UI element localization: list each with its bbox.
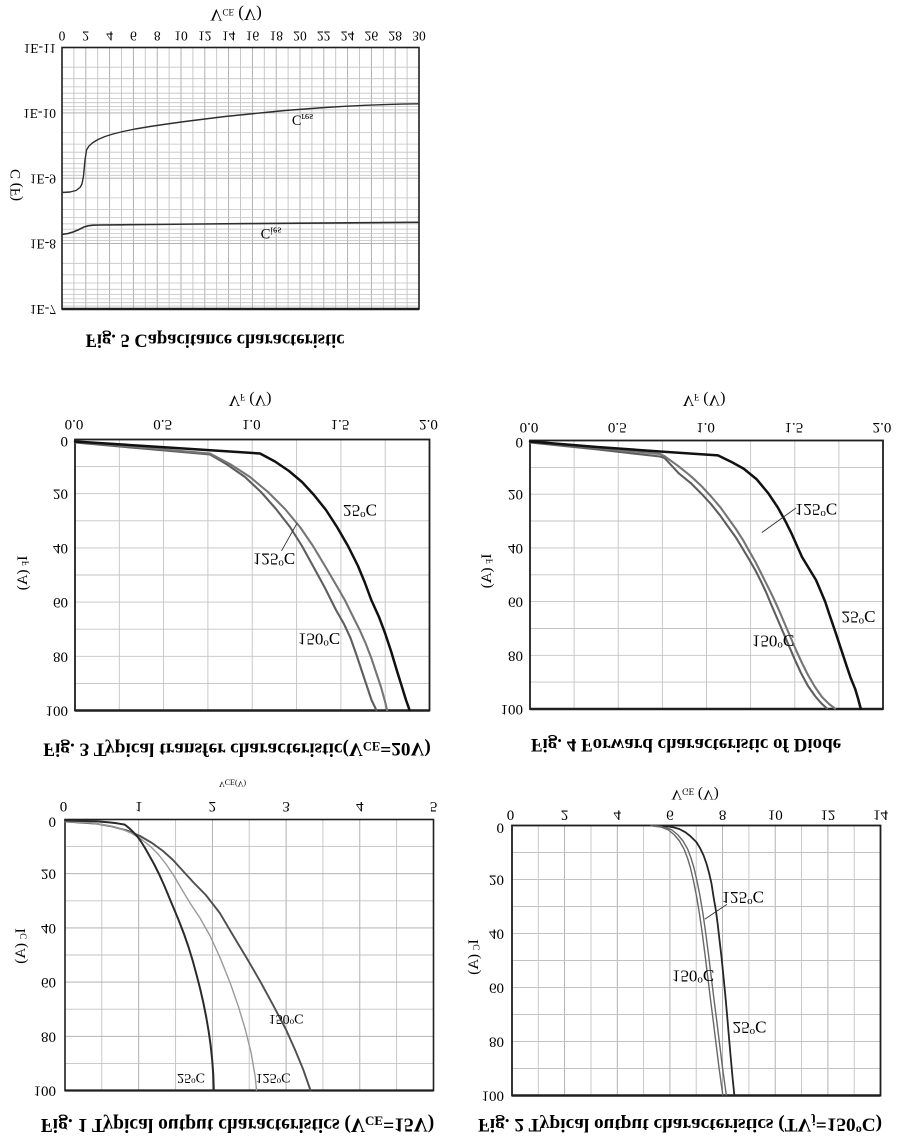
svg-text:Fig. 2 Typical output characte: Fig. 2 Typical output characteristics (T… [478,1114,882,1138]
svg-text:3: 3 [282,798,290,814]
svg-text:VF (V): VF (V) [229,392,272,409]
svg-text:1: 1 [135,798,143,814]
svg-text:8: 8 [719,807,727,823]
svg-text:60: 60 [489,980,504,996]
svg-text:Fig. 1 Typical output characte: Fig. 1 Typical output characteristics (V… [41,1114,435,1135]
svg-text:1E-8: 1E-8 [30,237,56,252]
svg-text:0: 0 [507,807,515,823]
svg-text:Fig. 5 Capacitance characteris: Fig. 5 Capacitance characteristic [86,330,345,350]
svg-text:100: 100 [34,1083,57,1099]
svg-text:20: 20 [293,29,307,44]
svg-text:12: 12 [198,29,212,44]
svg-text:25oC: 25oC [842,608,876,628]
svg-text:26: 26 [365,29,379,44]
svg-text:2: 2 [561,807,569,823]
svg-text:18: 18 [269,29,283,44]
svg-text:40: 40 [508,540,523,556]
svg-text:30: 30 [412,29,426,44]
svg-text:14: 14 [873,807,889,823]
svg-text:1.5: 1.5 [784,419,803,435]
svg-text:1.0: 1.0 [696,419,715,435]
svg-text:12: 12 [820,807,835,823]
svg-text:125oC: 125oC [795,500,837,520]
svg-text:1E-7: 1E-7 [30,302,56,317]
svg-text:0.5: 0.5 [608,419,627,435]
svg-text:1.0: 1.0 [242,416,261,432]
svg-text:8: 8 [154,29,161,44]
svg-text:0: 0 [59,29,66,44]
svg-text:0: 0 [497,820,505,836]
svg-text:80: 80 [489,1034,504,1050]
svg-text:10: 10 [174,29,188,44]
svg-text:0: 0 [516,434,524,450]
svg-text:20: 20 [489,872,504,888]
svg-text:0.5: 0.5 [153,416,172,432]
svg-text:Fig. 4 Forward characteristic: Fig. 4 Forward characteristic of Diode [531,734,841,755]
svg-text:150oC: 150oC [269,1011,304,1028]
svg-text:80: 80 [508,647,523,663]
svg-text:16: 16 [246,29,260,44]
svg-text:125oC: 125oC [253,550,295,570]
svg-text:25oC: 25oC [343,501,377,521]
svg-text:22: 22 [317,29,331,44]
svg-text:6: 6 [130,29,137,44]
svg-text:VCE (V): VCE (V) [210,6,262,25]
svg-text:40: 40 [41,920,56,936]
svg-text:25oC: 25oC [177,1070,205,1087]
svg-text:0.0: 0.0 [65,416,84,432]
svg-text:0: 0 [61,433,69,449]
svg-text:150oC: 150oC [672,967,714,987]
svg-text:28: 28 [388,29,402,44]
svg-text:0.0: 0.0 [520,419,539,435]
svg-text:80: 80 [41,1028,56,1044]
svg-text:125oC: 125oC [722,888,764,908]
svg-text:20: 20 [41,866,56,882]
svg-text:20: 20 [53,486,68,502]
svg-text:4: 4 [106,29,113,44]
svg-text:60: 60 [53,594,68,610]
svg-text:60: 60 [41,974,56,990]
svg-text:150oC: 150oC [298,630,340,650]
svg-text:VCE(V): VCE(V) [219,778,246,788]
svg-text:2: 2 [82,29,89,44]
svg-text:40: 40 [489,926,504,942]
svg-text:C (F): C (F) [8,169,24,201]
svg-text:VGE (V): VGE (V) [671,786,718,802]
svg-text:4: 4 [614,807,622,823]
svg-text:25oC: 25oC [733,1018,767,1038]
svg-text:0: 0 [60,798,68,814]
svg-text:100: 100 [501,701,524,717]
svg-text:2.0: 2.0 [419,416,438,432]
svg-text:2: 2 [209,798,217,814]
svg-text:80: 80 [53,648,68,664]
svg-text:20: 20 [508,486,523,502]
svg-text:1E-11: 1E-11 [24,41,57,56]
svg-text:60: 60 [508,594,523,610]
svg-text:6: 6 [666,807,674,823]
svg-text:0: 0 [49,814,57,830]
svg-text:150oC: 150oC [752,632,794,652]
svg-text:24: 24 [341,29,355,44]
svg-text:40: 40 [53,540,68,556]
svg-text:1E-10: 1E-10 [23,106,56,121]
svg-text:2.0: 2.0 [873,419,892,435]
svg-text:VF (V): VF (V) [683,392,726,409]
svg-text:1E-9: 1E-9 [30,171,56,186]
svg-text:1.5: 1.5 [331,416,350,432]
svg-text:10: 10 [768,807,783,823]
svg-text:100: 100 [46,703,69,719]
svg-text:125oC: 125oC [256,1070,291,1087]
svg-text:100: 100 [482,1088,505,1104]
svg-text:5: 5 [430,798,438,814]
svg-text:4: 4 [356,798,364,814]
svg-text:14: 14 [222,29,236,44]
svg-text:Fig. 3 Typical transfer charac: Fig. 3 Typical transfer characteristic(V… [43,739,431,760]
